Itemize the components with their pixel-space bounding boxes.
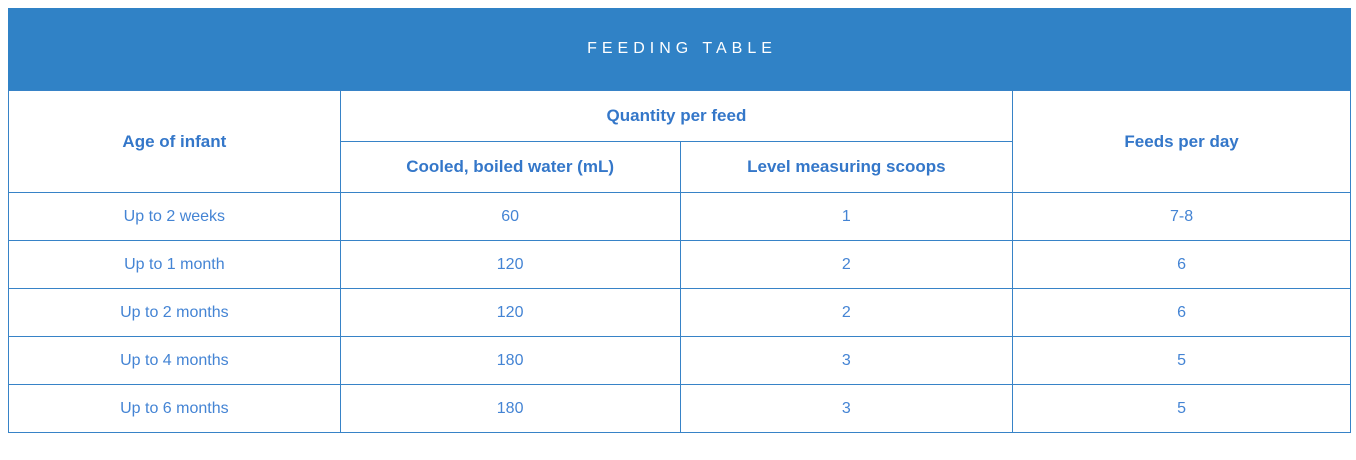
feeding-table: FEEDING TABLE Age of infant Quantity per… [8, 8, 1351, 433]
header-sub-row: Cooled, boiled water (mL) Level measurin… [9, 141, 1351, 193]
feeds-per-day-cell: 6 [1012, 288, 1351, 337]
table-row: Up to 2 months 120 2 6 [8, 288, 1351, 337]
age-cell: Up to 2 months [8, 288, 341, 337]
column-header-cooled-boiled-water: Cooled, boiled water (mL) [339, 141, 681, 193]
scoops-cell: 3 [679, 384, 1014, 433]
water-ml-cell: 120 [339, 240, 681, 289]
water-ml-cell: 180 [339, 384, 681, 433]
scoops-cell: 1 [679, 192, 1014, 241]
scoops-cell: 3 [679, 336, 1014, 385]
column-group-header-quantity-per-feed: Quantity per feed [339, 90, 1014, 142]
feeds-per-day-cell: 7-8 [1012, 192, 1351, 241]
table-row: Up to 6 months 180 3 5 [8, 384, 1351, 433]
table-title: FEEDING TABLE [587, 40, 777, 57]
age-cell: Up to 2 weeks [8, 192, 341, 241]
feeds-per-day-cell: 6 [1012, 240, 1351, 289]
age-cell: Up to 1 month [8, 240, 341, 289]
scoops-cell: 2 [679, 240, 1014, 289]
water-ml-cell: 60 [339, 192, 681, 241]
column-header-feeds-per-day: Feeds per day [1012, 90, 1351, 193]
table-row: Up to 1 month 120 2 6 [8, 240, 1351, 289]
feeds-per-day-cell: 5 [1012, 336, 1351, 385]
header-group-row: Age of infant Quantity per feed Feeds pe… [8, 90, 1351, 193]
feeding-data-table: Age of infant Quantity per feed Feeds pe… [8, 90, 1351, 433]
table-title-bar: FEEDING TABLE [8, 8, 1351, 90]
age-cell: Up to 6 months [8, 384, 341, 433]
table-row: Up to 2 weeks 60 1 7-8 [8, 192, 1351, 241]
age-cell: Up to 4 months [8, 336, 341, 385]
table-row: Up to 4 months 180 3 5 [8, 336, 1351, 385]
column-header-level-measuring-scoops: Level measuring scoops [679, 141, 1014, 193]
water-ml-cell: 180 [339, 336, 681, 385]
feeds-per-day-cell: 5 [1012, 384, 1351, 433]
scoops-cell: 2 [679, 288, 1014, 337]
water-ml-cell: 120 [339, 288, 681, 337]
column-header-age-of-infant: Age of infant [8, 90, 341, 193]
